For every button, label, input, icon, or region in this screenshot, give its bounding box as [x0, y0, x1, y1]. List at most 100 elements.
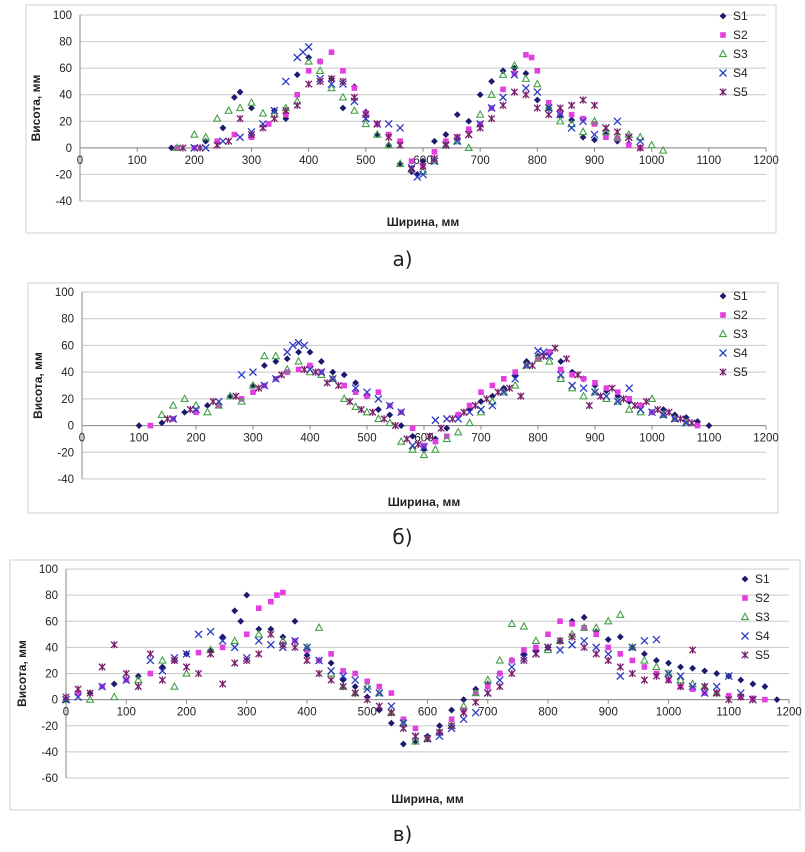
data-point — [628, 642, 637, 651]
data-point — [512, 369, 518, 375]
x-tick-label: 0 — [79, 433, 85, 445]
y-tick-label: 20 — [59, 116, 72, 128]
data-point — [282, 364, 292, 373]
data-point — [654, 405, 662, 414]
data-point — [363, 685, 372, 694]
data-point — [303, 651, 311, 659]
data-point — [604, 656, 612, 665]
data-point — [247, 97, 256, 106]
data-point — [454, 414, 463, 423]
data-point — [533, 79, 542, 88]
data-point — [270, 106, 279, 115]
data-point — [413, 173, 422, 182]
data-point — [306, 348, 314, 356]
data-point — [591, 136, 598, 144]
data-point — [255, 650, 263, 658]
data-point — [579, 623, 589, 631]
data-point — [580, 613, 588, 621]
data-point — [626, 396, 632, 402]
data-point — [448, 716, 455, 723]
data-point — [170, 656, 179, 665]
data-point — [637, 402, 644, 409]
data-point — [520, 656, 528, 665]
data-point — [725, 695, 733, 704]
data-point — [231, 131, 238, 138]
data-point — [261, 362, 268, 369]
data-point — [168, 144, 175, 152]
data-point — [270, 114, 279, 123]
data-point — [437, 424, 445, 432]
data-point — [664, 669, 673, 678]
data-point — [340, 668, 346, 674]
data-point — [436, 722, 443, 730]
data-point — [522, 70, 530, 77]
data-point — [260, 381, 269, 390]
data-point — [122, 676, 131, 684]
data-point — [608, 384, 616, 392]
caption-a: а) — [392, 247, 413, 271]
data-point — [237, 617, 245, 625]
data-point — [483, 675, 493, 684]
data-point — [341, 382, 347, 389]
data-point — [237, 370, 246, 379]
data-point — [362, 407, 372, 416]
y-tick-label: -20 — [57, 447, 74, 459]
data-point — [472, 690, 479, 696]
data-point — [364, 678, 371, 685]
data-point — [374, 688, 384, 697]
legend-marker — [720, 32, 726, 38]
legend-marker — [741, 651, 749, 659]
x-tick-label: 1000 — [656, 707, 682, 719]
legend-label: S2 — [733, 308, 748, 322]
legend: S1 S2 S3 S4 S5 — [718, 9, 748, 99]
data-point — [511, 70, 518, 77]
data-point — [194, 669, 203, 678]
data-point — [593, 631, 599, 638]
series-s3 — [61, 609, 722, 745]
data-point — [396, 123, 405, 132]
data-point — [403, 435, 411, 443]
data-point — [562, 355, 571, 363]
data-point — [364, 393, 370, 399]
data-point — [688, 682, 697, 691]
data-point — [147, 670, 154, 677]
data-point — [681, 418, 691, 427]
y-tick-label: 20 — [61, 394, 74, 406]
data-point — [640, 636, 649, 645]
data-point — [317, 368, 326, 377]
data-point — [488, 396, 497, 405]
data-point — [442, 141, 450, 149]
data-point — [737, 693, 745, 701]
data-point — [315, 656, 324, 665]
series-s5 — [163, 344, 696, 448]
data-point — [295, 366, 302, 373]
data-point — [186, 405, 194, 414]
data-point — [432, 438, 439, 445]
data-point — [489, 382, 496, 389]
data-point — [465, 418, 474, 427]
x-tick-label: 900 — [585, 155, 604, 167]
data-point — [226, 392, 234, 400]
data-point — [613, 396, 623, 405]
data-point — [615, 609, 625, 618]
data-point — [581, 624, 587, 631]
data-point — [676, 672, 685, 681]
x-tick-label: 1200 — [753, 155, 779, 167]
data-point — [74, 685, 82, 693]
data-point — [420, 446, 428, 454]
data-point — [532, 650, 540, 658]
data-point — [579, 133, 587, 141]
data-point — [369, 408, 377, 416]
x-tick-label: 400 — [299, 155, 318, 167]
data-point — [414, 440, 422, 448]
data-point — [557, 109, 563, 115]
y-tick-label: -40 — [55, 196, 72, 208]
y-tick-label: 60 — [45, 616, 58, 628]
data-point — [567, 123, 576, 132]
data-point — [243, 631, 250, 638]
data-point — [431, 416, 440, 425]
data-point — [624, 404, 634, 413]
data-point — [219, 124, 227, 132]
data-point — [475, 109, 485, 118]
data-point — [352, 379, 359, 387]
